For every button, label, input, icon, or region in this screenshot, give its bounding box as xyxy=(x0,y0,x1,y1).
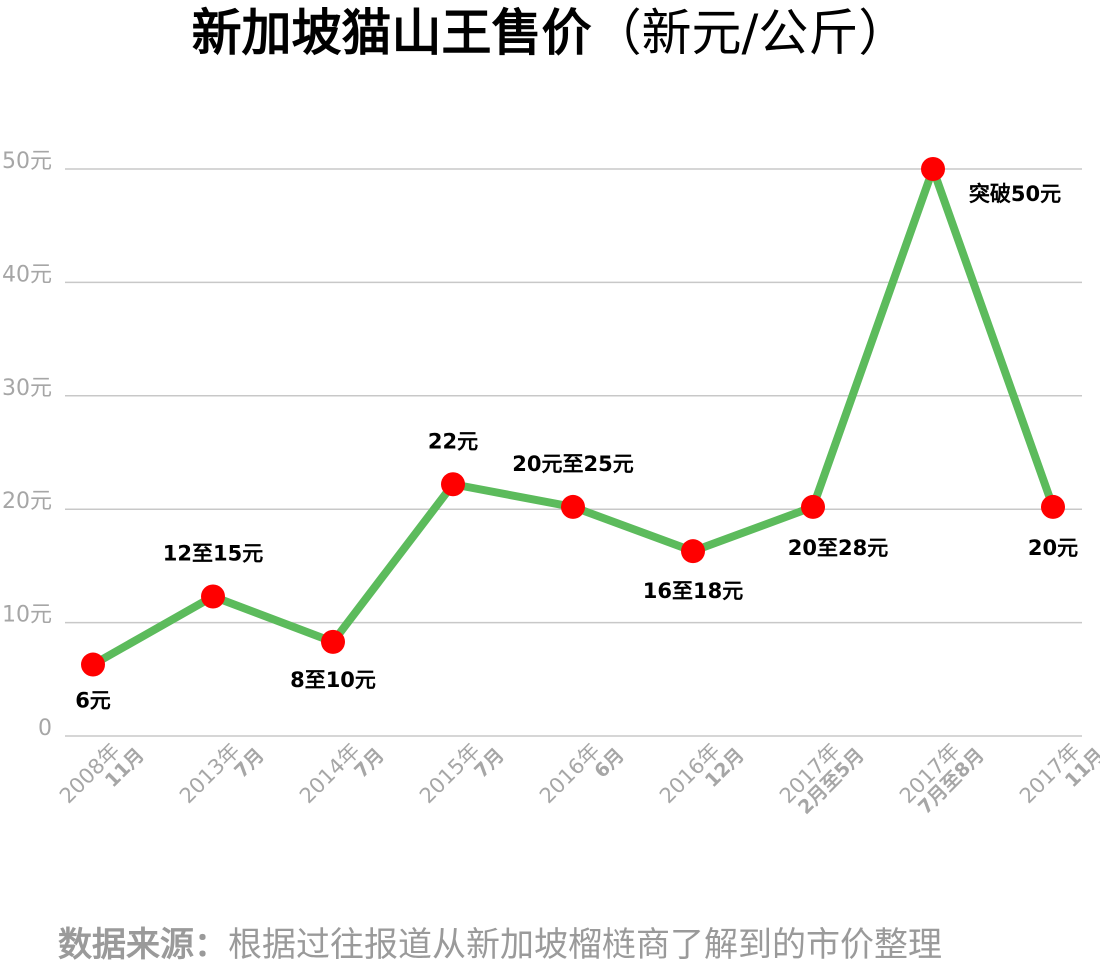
data-label: 22元 xyxy=(428,429,478,453)
data-point-marker xyxy=(921,157,945,181)
chart-title-main: 新加坡猫山王售价 xyxy=(191,4,592,62)
x-tick-label: 2016年6月 xyxy=(535,729,629,823)
x-tick-label: 2017年2月至5月 xyxy=(775,729,869,823)
data-label: 突破50元 xyxy=(969,182,1061,206)
data-source-note: 数据来源：根据过往报道从新加坡榴梿商了解到的市价整理 xyxy=(58,922,942,968)
x-tick-label: 2017年11月 xyxy=(1015,729,1100,823)
data-point-marker xyxy=(681,539,705,564)
data-label: 6元 xyxy=(75,689,111,713)
x-tick-label: 2008年11月 xyxy=(55,729,149,823)
x-tick-label: 2015年7月 xyxy=(415,729,509,823)
x-tick-label: 2017年7月至8月 xyxy=(895,729,989,823)
x-tick-label: 2016年12月 xyxy=(655,729,749,823)
y-tick-label: 10元 xyxy=(2,603,52,628)
data-point-marker xyxy=(81,652,105,677)
data-point-marker xyxy=(441,472,465,497)
data-point-marker xyxy=(321,629,345,654)
chart-title: 新加坡猫山王售价（新元/公斤） xyxy=(0,0,1100,66)
data-point-marker xyxy=(561,494,585,519)
data-label: 20至28元 xyxy=(788,536,888,560)
data-label: 16至18元 xyxy=(643,579,743,603)
y-tick-label: 0 xyxy=(38,716,52,741)
y-tick-label: 40元 xyxy=(2,262,52,287)
x-tick-label: 2013年7月 xyxy=(175,729,269,823)
x-tick-label: 2014年7月 xyxy=(295,729,389,823)
data-label: 12至15元 xyxy=(163,542,263,566)
source-label: 数据来源： xyxy=(58,925,228,965)
data-label: 8至10元 xyxy=(290,668,376,692)
data-label: 20元 xyxy=(1028,536,1078,560)
chart-title-unit: （新元/公斤） xyxy=(591,4,909,62)
data-label: 20元至25元 xyxy=(512,452,633,476)
data-point-marker xyxy=(801,494,825,519)
y-tick-label: 50元 xyxy=(2,149,52,174)
y-tick-label: 20元 xyxy=(2,489,52,514)
data-point-marker xyxy=(201,584,225,609)
source-text: 根据过往报道从新加坡榴梿商了解到的市价整理 xyxy=(228,925,942,965)
data-point-marker xyxy=(1041,494,1065,519)
series-line xyxy=(89,165,1057,669)
y-tick-label: 30元 xyxy=(2,376,52,401)
